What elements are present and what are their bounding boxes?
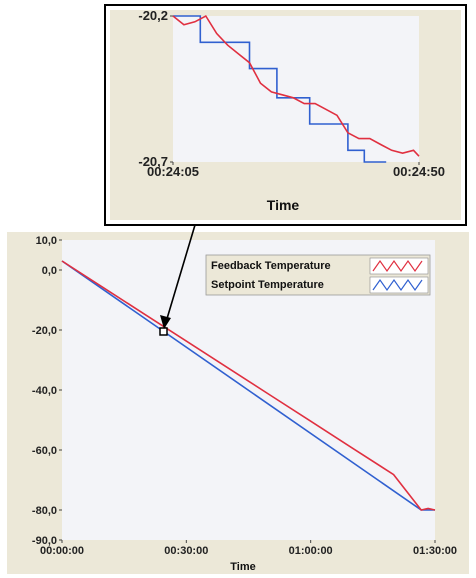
legend-zigzag-setpoint xyxy=(372,278,423,292)
legend-zigzag-feedback xyxy=(372,259,423,273)
y-tick-label: -80,0 xyxy=(32,505,57,517)
y-tick-label: 10,0 xyxy=(36,235,57,247)
zoom-arrow-head xyxy=(160,315,171,329)
y-tick-label: -40,0 xyxy=(32,385,57,397)
zoom-y-ticks: -20,2 -20,7 xyxy=(138,8,173,169)
zoom-arrow-line xyxy=(165,224,196,323)
main-x-axis-label: Time xyxy=(230,561,255,573)
y-tick-label: -20,7 xyxy=(138,154,168,169)
x-tick-label: 01:00:00 xyxy=(289,545,333,557)
zoom-plot-area xyxy=(173,16,419,162)
zoom-x-ticks: 00:24:05 00:24:50 xyxy=(147,162,445,179)
y-tick-label: 0,0 xyxy=(42,265,57,277)
legend: Feedback Temperature Setpoint Temperatur… xyxy=(205,254,431,296)
y-tick-label: -20,0 xyxy=(32,325,57,337)
series-line-feedback-temperature xyxy=(172,14,420,157)
legend-label-setpoint: Setpoint Temperature xyxy=(211,279,324,291)
x-tick-label: 00:30:00 xyxy=(164,545,208,557)
zoom-x-axis-label: Time xyxy=(267,197,300,213)
main-x-ticks: 00:00:00 00:30:00 01:00:00 01:30:00 xyxy=(40,540,457,557)
x-tick-label: 01:30:00 xyxy=(413,545,457,557)
series-line-feedback-temperature xyxy=(61,260,436,511)
y-tick-label: -20,2 xyxy=(138,8,168,23)
legend-swatch-setpoint xyxy=(369,276,429,294)
x-tick-label: 00:24:50 xyxy=(393,164,445,179)
legend-label-feedback: Feedback Temperature xyxy=(211,260,331,272)
main-y-ticks: 10,0 0,0 -20,0 -40,0 -60,0 -80,0 -90,0 xyxy=(32,235,62,547)
zoom-marker xyxy=(159,327,168,336)
legend-swatch-feedback xyxy=(369,257,429,275)
main-series-group xyxy=(61,260,436,511)
x-tick-label: 00:00:00 xyxy=(40,545,84,557)
y-tick-label: -60,0 xyxy=(32,445,57,457)
x-tick-label: 00:24:05 xyxy=(147,164,199,179)
y-tick-label: -90,0 xyxy=(32,535,57,547)
zoom-series-group xyxy=(172,14,420,163)
